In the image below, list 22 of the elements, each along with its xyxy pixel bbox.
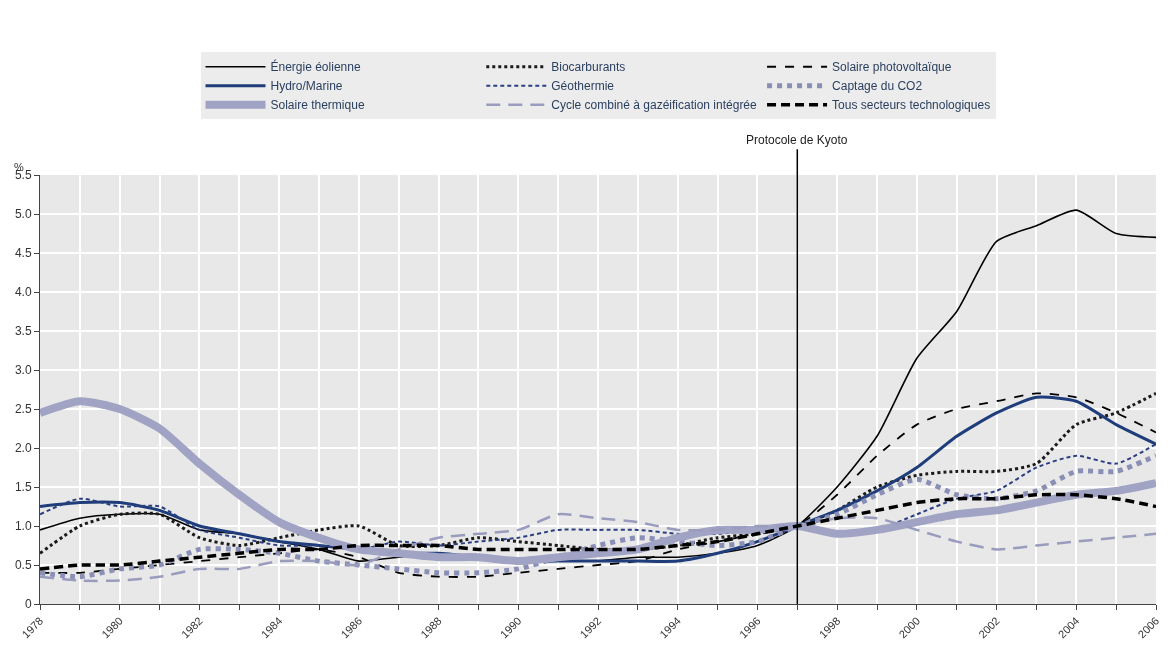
y-tick-label: 3.5 [14, 324, 32, 339]
y-tick-label: 1.0 [14, 519, 32, 534]
y-tick-label: 1.5 [14, 480, 32, 495]
y-tick-label: 5.0 [14, 207, 32, 222]
legend-label: Cycle combiné à gazéification intégrée [551, 98, 758, 113]
y-tick-label: 4.0 [14, 285, 32, 300]
legend-label: Géothermie [551, 79, 615, 94]
y-tick-label: 3.0 [14, 363, 32, 378]
y-tick-label: 4.5 [14, 246, 32, 261]
y-tick-label: 0 [24, 597, 32, 612]
legend-label: Énergie éolienne [270, 59, 361, 75]
legend-label: Tous secteurs technologiques [832, 98, 991, 113]
legend-label: Hydro/Marine [270, 79, 343, 94]
y-tick-label: 2.0 [14, 441, 32, 456]
legend-label: Biocarburants [551, 60, 626, 75]
ref-line-label: Protocole de Kyoto [746, 133, 848, 147]
legend-label: Solaire photovoltaïque [832, 60, 952, 75]
legend-label: Captage du CO2 [832, 79, 923, 94]
y-tick-label: 2.5 [14, 402, 32, 417]
y-axis-title: % [14, 161, 24, 173]
y-tick-label: 0.5 [14, 558, 32, 573]
legend-label: Solaire thermique [270, 98, 365, 113]
